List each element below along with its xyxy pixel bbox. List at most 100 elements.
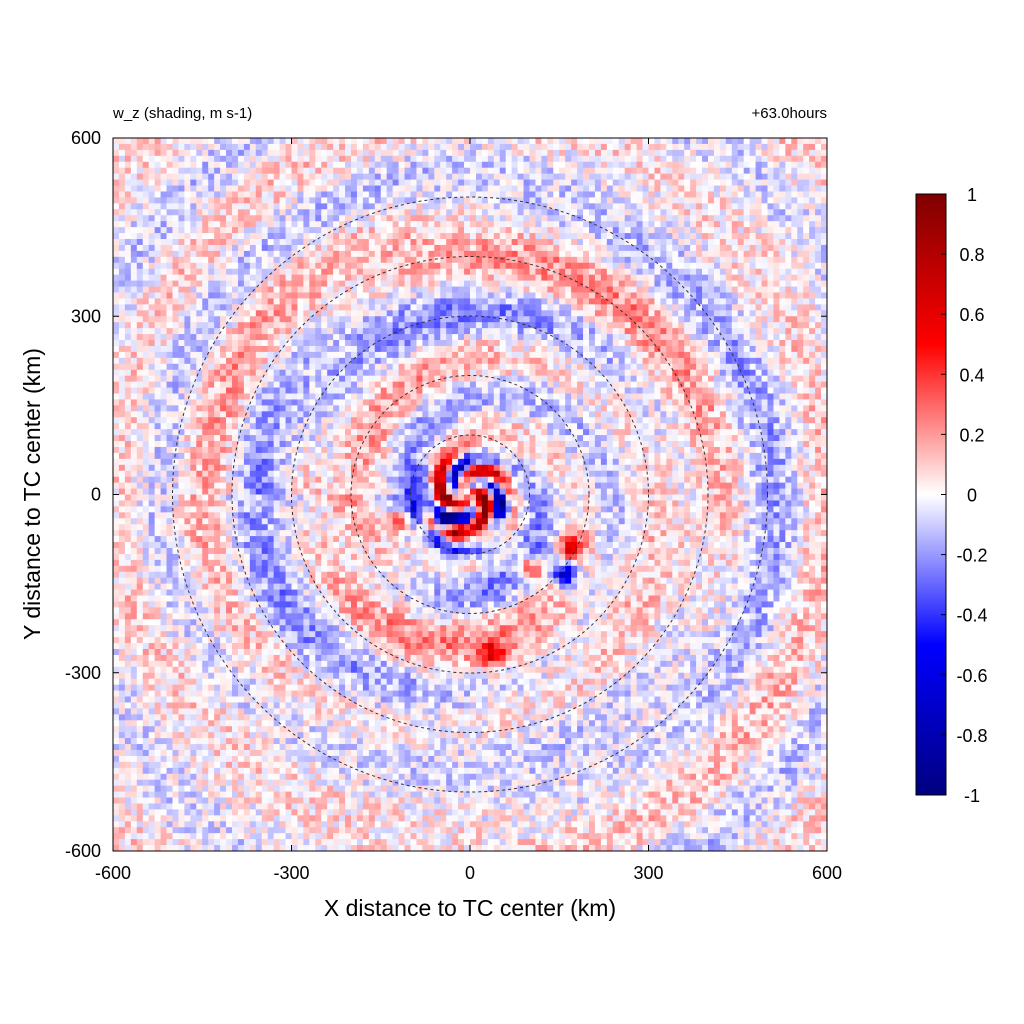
heatmap-cell [356,488,364,496]
heatmap-cell [160,767,168,775]
heatmap-cell [351,423,358,430]
heatmap-cell [166,589,174,597]
heatmap-cell [237,684,245,692]
heatmap-cell [202,577,209,585]
heatmap-cell [255,262,263,270]
heatmap-cell [255,536,263,543]
heatmap-cell [267,470,275,478]
heatmap-cell [160,583,168,591]
heatmap-cell [136,322,144,329]
heatmap-cell [297,334,304,341]
heatmap-cell [333,452,340,460]
heatmap-cell [345,565,352,573]
heatmap-cell [178,595,185,603]
heatmap-cell [142,542,150,549]
heatmap-cell [220,179,227,187]
heatmap-cell [178,441,185,448]
heatmap-cell [142,583,150,591]
heatmap-cell [154,334,162,341]
heatmap-cell [333,720,340,727]
heatmap-cell [273,239,281,246]
heatmap-cell [232,708,239,715]
heatmap-cell [148,476,156,484]
heatmap-cell [261,155,269,163]
heatmap-cell [232,637,239,644]
heatmap-cell [356,167,364,175]
heatmap-cell [333,393,340,401]
heatmap-cell [279,458,287,466]
heatmap-cell [202,262,209,270]
heatmap-cell [124,625,132,632]
heatmap-cell [172,506,180,513]
heatmap-cell [190,536,197,543]
heatmap-cell [327,839,334,846]
heatmap-cell [327,809,334,816]
heatmap-cell [309,726,316,733]
heatmap-cell [243,643,251,650]
heatmap-cell [166,411,174,418]
heatmap-cell [309,619,316,626]
heatmap-cell [208,815,215,822]
heatmap-cell [190,393,197,401]
heatmap-cell [124,785,132,793]
heatmap-cell [303,464,310,472]
heatmap-cell [255,446,263,454]
heatmap-cell [315,381,322,389]
heatmap-cell [267,666,275,674]
heatmap-cell [178,405,185,412]
heatmap-cell [208,530,215,537]
heatmap-cell [232,375,239,383]
heatmap-cell [166,845,174,851]
heatmap-cell [339,666,346,674]
heatmap-cell [285,191,293,199]
heatmap-cell [249,631,257,638]
heatmap-cell [249,441,257,448]
heatmap-cell [130,328,138,335]
heatmap-cell [148,583,156,591]
heatmap-cell [178,744,185,751]
heatmap-cell [184,559,191,567]
heatmap-cell [190,726,197,733]
heatmap-cell [327,215,334,222]
heatmap-cell [303,702,310,709]
chart-title-left: w_z (shading, m s-1) [112,105,252,122]
heatmap-cell [356,571,364,579]
heatmap-cell [339,601,346,608]
heatmap-cell [148,524,156,531]
heatmap-cell [160,387,168,395]
heatmap-cell [303,839,310,846]
heatmap-cell [309,666,316,674]
heatmap-cell [214,441,221,448]
heatmap-cell [118,464,126,472]
heatmap-cell [261,542,269,549]
heatmap-cell [166,250,174,258]
heatmap-cell [166,583,174,591]
heatmap-cell [124,500,132,507]
heatmap-cell [243,369,251,377]
heatmap-cell [237,637,245,644]
heatmap-cell [333,369,340,377]
heatmap-cell [184,749,191,757]
heatmap-cell [232,542,239,549]
heatmap-cell [160,732,168,739]
heatmap-cell [178,749,185,757]
heatmap-cell [184,488,191,496]
heatmap-cell [267,714,275,721]
heatmap-cell [273,161,281,169]
heatmap-cell [172,720,180,727]
heatmap-cell [142,185,150,193]
heatmap-cell [178,714,185,721]
heatmap-cell [130,351,138,359]
heatmap-cell [160,233,168,240]
heatmap-cell [196,381,203,389]
heatmap-cell [279,304,287,311]
heatmap-cell [249,845,257,851]
heatmap-cell [267,797,275,805]
heatmap-cell [130,464,138,472]
heatmap-cell [178,173,185,181]
heatmap-cell [315,227,322,234]
heatmap-cell [178,143,185,151]
heatmap-cell [118,292,126,300]
heatmap-cell [339,399,346,406]
heatmap-cell [124,334,132,341]
